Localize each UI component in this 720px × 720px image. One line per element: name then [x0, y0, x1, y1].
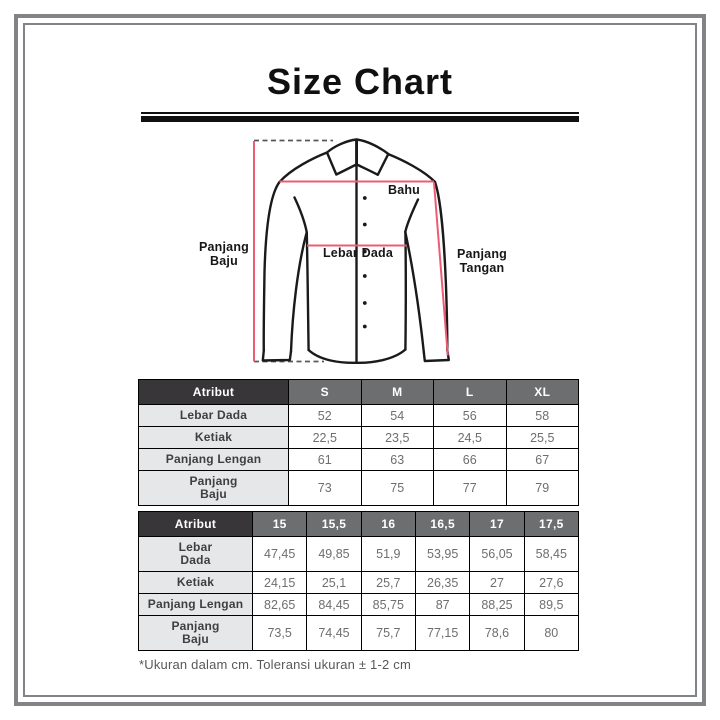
- cell-value: 27,6: [523, 571, 580, 594]
- size-column-header: 17: [469, 511, 525, 537]
- size-column-header: 17,5: [523, 511, 580, 537]
- size-column-header: S: [288, 379, 362, 405]
- cell-value: 79: [505, 470, 579, 506]
- label-lebar-dada: Lebar Dada: [322, 246, 394, 260]
- row-label: Panjang Baju: [138, 470, 289, 506]
- cell-value: 52: [288, 404, 362, 427]
- outer-border-frame: [14, 14, 706, 706]
- cell-value: 84,45: [306, 593, 362, 616]
- panjang-tangan-line: [433, 182, 449, 356]
- cell-value: 61: [288, 448, 362, 471]
- row-label: Ketiak: [138, 426, 289, 449]
- cell-value: 26,35: [414, 571, 471, 594]
- cell-value: 47,45: [251, 536, 308, 572]
- cell-value: 74,45: [306, 615, 362, 651]
- size-column-header: 16,5: [414, 511, 471, 537]
- cell-value: 25,7: [360, 571, 416, 594]
- cell-value: 75,7: [360, 615, 416, 651]
- cell-value: 75: [360, 470, 434, 506]
- cell-value: 58,45: [523, 536, 580, 572]
- cell-value: 24,5: [433, 426, 507, 449]
- size-column-header: 16: [360, 511, 416, 537]
- cell-value: 58: [505, 404, 579, 427]
- cell-value: 82,65: [251, 593, 308, 616]
- label-bahu: Bahu: [387, 183, 421, 197]
- size-table-letter-sizes: Atribut S M L XL Lebar Dada 52 54 56 58 Ketiak 22,…: [138, 379, 579, 506]
- cell-value: 56: [433, 404, 507, 427]
- table-row: Panjang Baju 73,5 74,45 75,7 77,15 78,6 80: [138, 615, 580, 651]
- table-row: Ketiak 24,15 25,1 25,7 26,35 27 27,6: [138, 571, 580, 594]
- row-label: Panjang Lengan: [138, 448, 289, 471]
- table-row: Lebar Dada 52 54 56 58: [138, 404, 579, 427]
- collar-right: [355, 138, 390, 176]
- header-row: Atribut 15 15,5 16 16,5 17 17,5: [138, 511, 580, 537]
- page-title: Size Chart: [266, 61, 454, 102]
- cell-value: 49,85: [306, 536, 362, 572]
- cell-value: 80: [523, 615, 580, 651]
- cell-value: 89,5: [523, 593, 580, 616]
- title-divider: [141, 112, 579, 122]
- header-row: Atribut S M L XL: [138, 379, 579, 405]
- cell-value: 85,75: [360, 593, 416, 616]
- cell-value: 87: [414, 593, 471, 616]
- divider-thin-line: [141, 112, 579, 114]
- cell-value: 63: [360, 448, 434, 471]
- cell-value: 53,95: [414, 536, 471, 572]
- attribute-column-header: Atribut: [138, 379, 289, 405]
- cell-value: 25,1: [306, 571, 362, 594]
- cell-value: 54: [360, 404, 434, 427]
- button-dots: [362, 196, 367, 329]
- cell-value: 56,05: [469, 536, 525, 572]
- cell-value: 24,15: [251, 571, 308, 594]
- cell-value: 25,5: [505, 426, 579, 449]
- collar-left: [325, 138, 358, 176]
- cell-value: 27: [469, 571, 525, 594]
- cell-value: 88,25: [469, 593, 525, 616]
- row-label: Panjang Baju: [138, 615, 253, 651]
- cell-value: 66: [433, 448, 507, 471]
- footnote: *Ukuran dalam cm. Toleransi ukuran ± 1-2…: [139, 657, 411, 672]
- size-column-header: M: [360, 379, 434, 405]
- divider-thick-line: [141, 116, 579, 122]
- size-column-header: XL: [505, 379, 579, 405]
- row-label: Lebar Dada: [138, 404, 289, 427]
- size-column-header: L: [433, 379, 507, 405]
- cell-value: 22,5: [288, 426, 362, 449]
- row-label: Lebar Dada: [138, 536, 253, 572]
- cell-value: 23,5: [360, 426, 434, 449]
- inner-border-frame: [23, 23, 697, 697]
- cell-value: 78,6: [469, 615, 525, 651]
- table-row: Lebar Dada 47,45 49,85 51,9 53,95 56,05 58,45: [138, 536, 580, 572]
- size-table-numeric-sizes: Atribut 15 15,5 16 16,5 17 17,5 Lebar Dada 47,4…: [138, 511, 580, 651]
- attribute-column-header: Atribut: [138, 511, 253, 537]
- cell-value: 73: [288, 470, 362, 506]
- cell-value: 67: [505, 448, 579, 471]
- size-column-header: 15: [251, 511, 308, 537]
- cell-value: 77,15: [414, 615, 471, 651]
- table-row: Panjang Baju 73 75 77 79: [138, 470, 579, 506]
- size-column-header: 15,5: [306, 511, 362, 537]
- table-row: Ketiak 22,5 23,5 24,5 25,5: [138, 426, 579, 449]
- label-panjang-tangan: Panjang Tangan: [456, 247, 508, 275]
- row-label: Ketiak: [138, 571, 253, 594]
- shirt-diagram: [253, 138, 450, 365]
- row-label: Panjang Lengan: [138, 593, 253, 616]
- table-row: Panjang Lengan 82,65 84,45 85,75 87 88,25 89,5: [138, 593, 580, 616]
- label-panjang-baju: Panjang Baju: [198, 240, 250, 268]
- cell-value: 73,5: [251, 615, 308, 651]
- cell-value: 51,9: [360, 536, 416, 572]
- table-row: Panjang Lengan 61 63 66 67: [138, 448, 579, 471]
- cell-value: 77: [433, 470, 507, 506]
